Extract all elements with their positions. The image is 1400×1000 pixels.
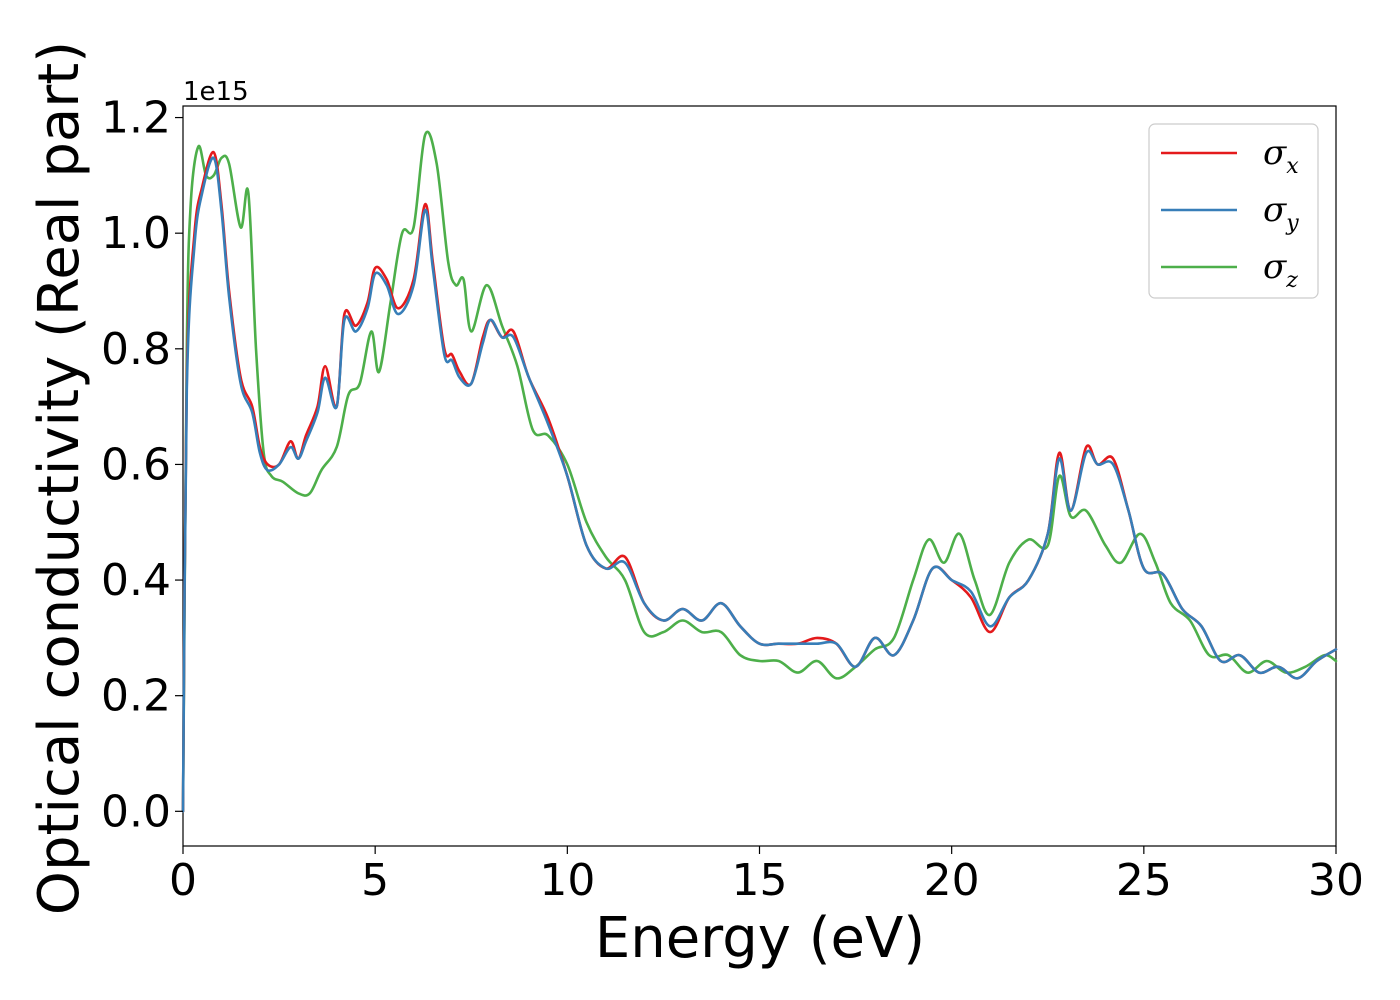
y-tick-label: 0.2: [101, 671, 171, 722]
legend-label-subscript: z: [1285, 268, 1298, 293]
plot-frame: [182, 105, 1337, 847]
x-tick-label: 15: [732, 855, 788, 906]
y-axis-title: Optical conductivity (Real part): [27, 41, 92, 915]
y-axis-ticks: 0.0 0.2 0.4 0.6 0.8 1.0 1.2: [101, 93, 183, 837]
series-line-z: [181, 130, 1338, 813]
legend-label-subscript: y: [1285, 211, 1299, 236]
y-tick-label: 0.0: [101, 786, 171, 837]
y-axis-offset-label: 1e15: [183, 77, 249, 107]
y-tick-label: 1.2: [101, 93, 171, 144]
x-tick-label: 20: [924, 855, 980, 906]
plot-area: [181, 105, 1338, 847]
y-tick-label: 0.8: [101, 324, 171, 375]
x-tick-label: 10: [539, 855, 595, 906]
series-group: [181, 130, 1338, 813]
y-tick-label: 0.6: [101, 439, 171, 490]
x-axis-title: Energy (eV): [595, 906, 925, 971]
x-axis-ticks: 0 5 10 15 20 25 30: [169, 846, 1364, 906]
legend-label-symbol: σ: [1263, 247, 1287, 287]
y-tick-label: 0.4: [101, 555, 171, 606]
legend-label-y: σy: [1263, 190, 1299, 236]
x-tick-label: 0: [169, 855, 197, 906]
legend-label-symbol: σ: [1263, 133, 1287, 173]
y-tick-label: 1.0: [101, 208, 171, 259]
x-tick-label: 30: [1308, 855, 1364, 906]
legend-label-x: σx: [1263, 133, 1299, 179]
x-tick-label: 25: [1116, 855, 1172, 906]
x-tick-label: 5: [361, 855, 389, 906]
legend-label-symbol: σ: [1263, 190, 1287, 230]
series-line-y: [181, 156, 1338, 813]
legend-label-z: σz: [1263, 247, 1298, 293]
legend-label-subscript: x: [1286, 154, 1299, 179]
